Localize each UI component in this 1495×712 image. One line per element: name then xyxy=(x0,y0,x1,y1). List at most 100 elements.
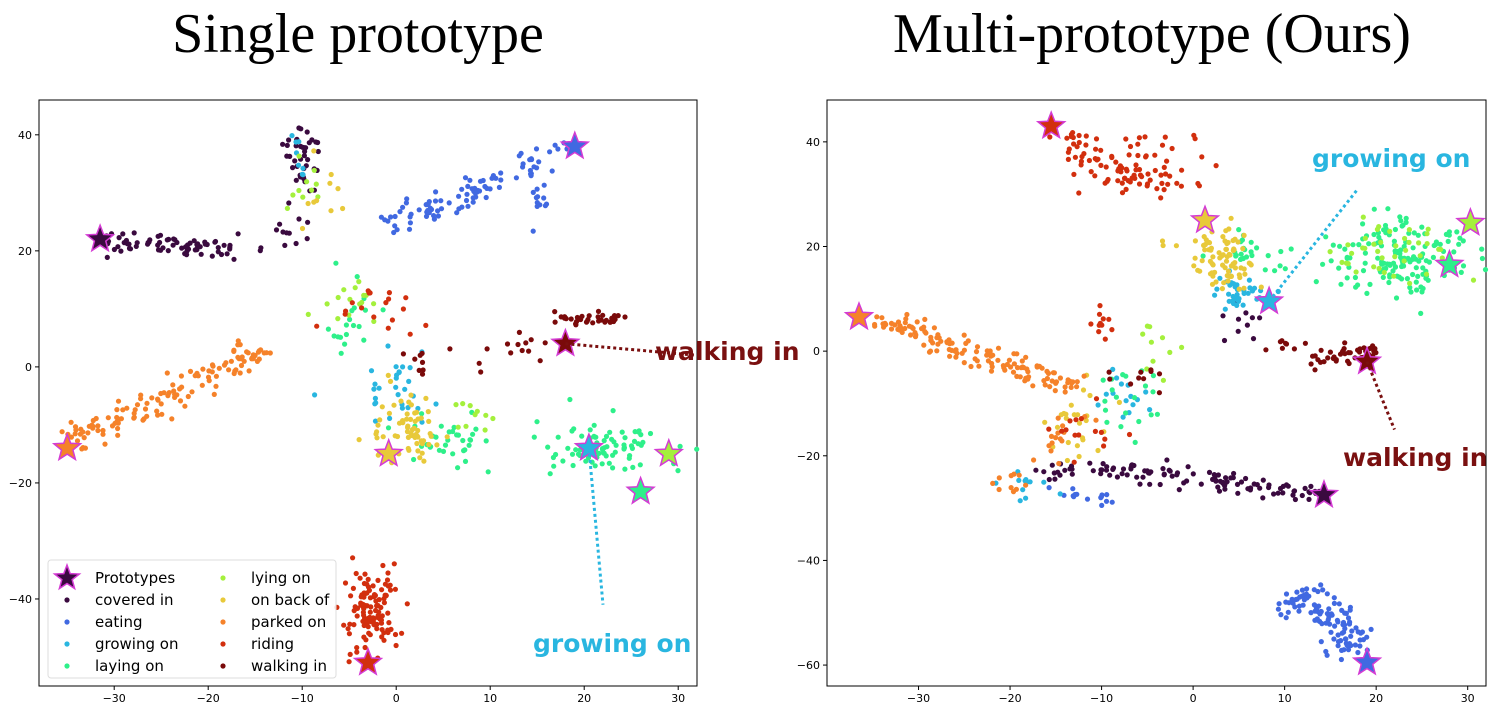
point-eating xyxy=(530,189,536,195)
point-parked-on xyxy=(267,350,273,356)
point-on-back-of xyxy=(417,455,423,461)
point-riding xyxy=(362,571,368,577)
point-growing-on xyxy=(1023,495,1029,501)
point-laying-on xyxy=(1398,218,1404,224)
point-eating xyxy=(1324,611,1330,617)
point-laying-on xyxy=(333,260,339,266)
point-on-back-of xyxy=(1063,411,1069,417)
point-lying-on xyxy=(1393,243,1399,249)
point-parked-on xyxy=(155,412,161,418)
point-covered-in xyxy=(1157,481,1163,488)
point-on-back-of xyxy=(398,398,404,404)
point-on-back-of xyxy=(423,395,429,401)
point-lying-on xyxy=(455,424,461,430)
point-eating xyxy=(1357,643,1363,649)
point-parked-on xyxy=(959,350,965,356)
point-covered-in xyxy=(191,238,197,244)
point-parked-on xyxy=(115,398,122,404)
point-parked-on xyxy=(199,382,205,388)
point-riding xyxy=(1064,135,1070,141)
point-laying-on xyxy=(640,439,646,445)
point-on-back-of xyxy=(391,402,397,408)
point-walking-in xyxy=(484,346,490,352)
point-eating xyxy=(1320,587,1326,593)
point-riding xyxy=(1136,181,1143,187)
point-laying-on xyxy=(1419,224,1425,230)
point-riding xyxy=(1065,156,1071,162)
point-on-back-of xyxy=(1226,226,1232,232)
point-laying-on xyxy=(1118,424,1124,430)
point-parked-on xyxy=(59,429,65,435)
point-laying-on xyxy=(446,429,452,435)
point-parked-on xyxy=(903,316,909,322)
prototype-star xyxy=(653,437,685,467)
point-riding xyxy=(1093,146,1099,152)
point-laying-on xyxy=(1403,215,1409,221)
point-on-back-of xyxy=(1159,238,1166,244)
point-parked-on xyxy=(973,349,980,355)
prototype-star xyxy=(625,475,656,505)
point-laying-on xyxy=(451,424,457,430)
x-tick-label: −30 xyxy=(103,692,126,705)
point-on-back-of xyxy=(420,438,427,444)
point-eating xyxy=(1104,492,1110,498)
point-riding xyxy=(1073,417,1079,423)
point-on-back-of xyxy=(1065,439,1071,446)
point-laying-on xyxy=(1248,239,1254,245)
point-parked-on xyxy=(902,325,908,332)
point-parked-on xyxy=(209,362,216,368)
point-laying-on xyxy=(587,427,593,433)
point-laying-on xyxy=(467,437,473,443)
point-laying-on xyxy=(325,326,331,332)
point-laying-on xyxy=(1482,267,1489,273)
point-riding xyxy=(1129,175,1135,181)
point-laying-on xyxy=(1233,252,1239,258)
point-riding xyxy=(384,577,391,583)
point-covered-in xyxy=(1174,472,1180,478)
point-covered-in xyxy=(1243,310,1249,316)
point-parked-on xyxy=(902,320,908,326)
point-lying-on xyxy=(1144,366,1150,372)
point-covered-in xyxy=(212,238,219,245)
point-on-back-of xyxy=(1236,286,1242,292)
point-on-back-of xyxy=(1068,402,1074,408)
point-riding xyxy=(358,594,364,600)
point-on-back-of xyxy=(1230,261,1236,267)
point-covered-in xyxy=(257,248,263,254)
y-tick-label: 20 xyxy=(806,241,820,254)
point-on-back-of xyxy=(426,418,432,424)
point-growing-on xyxy=(1143,389,1149,395)
point-eating xyxy=(536,159,542,165)
point-growing-on xyxy=(387,415,393,421)
point-parked-on xyxy=(1011,361,1018,367)
point-eating xyxy=(1335,643,1341,649)
point-laying-on xyxy=(485,469,491,475)
point-lying-on xyxy=(371,301,377,307)
point-eating xyxy=(1345,615,1352,621)
point-eating xyxy=(1283,599,1289,605)
point-riding xyxy=(1100,316,1106,322)
point-lying-on xyxy=(1438,246,1444,252)
point-riding xyxy=(314,323,320,329)
point-growing-on xyxy=(1217,275,1223,281)
point-laying-on xyxy=(1446,232,1452,238)
point-parked-on xyxy=(909,324,915,330)
point-covered-in xyxy=(1161,472,1167,478)
point-covered-in xyxy=(1190,471,1196,477)
point-parked-on xyxy=(1093,417,1099,423)
point-growing-on xyxy=(371,386,377,392)
annotation-line-growing-on xyxy=(587,447,605,605)
point-laying-on xyxy=(1390,268,1396,274)
point-walking-in xyxy=(1321,359,1327,365)
point-laying-on xyxy=(1100,377,1106,383)
point-parked-on xyxy=(170,382,176,388)
y-tick-label: −40 xyxy=(797,554,820,567)
point-laying-on xyxy=(1356,242,1362,248)
point-covered-in xyxy=(1160,466,1166,472)
point-covered-in xyxy=(1110,465,1117,471)
point-laying-on xyxy=(1104,419,1110,425)
point-eating xyxy=(459,204,465,210)
point-parked-on xyxy=(1056,460,1062,467)
y-tick-label: 40 xyxy=(806,136,820,149)
point-on-back-of xyxy=(1223,246,1229,252)
